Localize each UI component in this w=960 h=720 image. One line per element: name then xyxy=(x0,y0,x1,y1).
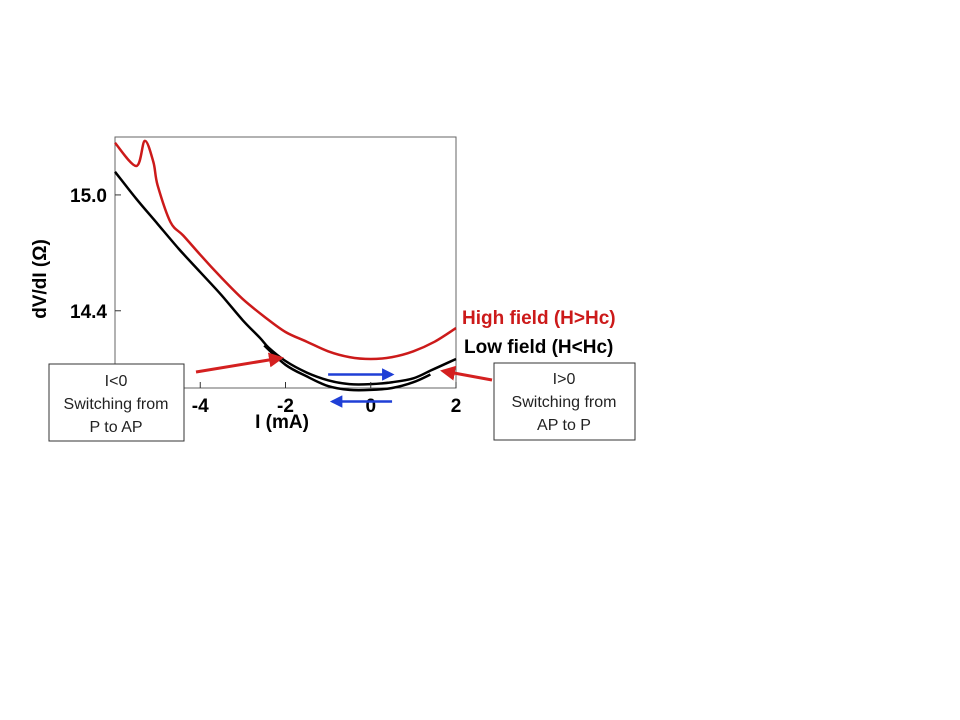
sweep-arrows xyxy=(328,368,395,408)
x-axis-title: I (mA) xyxy=(255,412,309,433)
x-tick-label: -2 xyxy=(277,396,294,417)
left-pointer-arrow xyxy=(195,352,284,374)
y-tick-label: 15.0 xyxy=(70,186,107,207)
right-pointer-arrow xyxy=(440,365,493,382)
right-callout-line-2: Switching from xyxy=(512,394,617,411)
legend: High field (H>Hc) Low field (H<Hc) xyxy=(462,308,616,358)
series-line-low-field-return xyxy=(263,344,431,392)
left-callout: I<0 Switching from P to AP xyxy=(48,363,185,442)
left-callout-line-3: P to AP xyxy=(89,419,142,436)
series-line-low-field xyxy=(114,171,457,386)
axis-ticks: -4 -2 0 2 14.4 15.0 xyxy=(70,186,461,417)
left-callout-line-2: Switching from xyxy=(64,396,169,413)
right-callout-line-1: I>0 xyxy=(553,371,576,388)
plot-frame xyxy=(114,136,457,389)
plot-area: -4 -2 0 2 14.4 15.0 xyxy=(70,136,461,417)
x-tick-label: -4 xyxy=(192,396,209,417)
legend-entry-high-field: High field (H>Hc) xyxy=(462,308,616,329)
right-callout-box xyxy=(493,362,636,441)
right-callout: I>0 Switching from AP to P xyxy=(493,362,636,441)
legend-entry-low-field: Low field (H<Hc) xyxy=(464,337,613,358)
right-callout-line-3: AP to P xyxy=(537,417,591,434)
callout-pointers xyxy=(195,352,493,382)
y-tick-label: 14.4 xyxy=(70,302,107,323)
x-tick-label: 2 xyxy=(451,396,462,417)
x-tick-label: 0 xyxy=(365,396,376,417)
curves xyxy=(114,139,457,392)
left-callout-line-1: I<0 xyxy=(105,373,128,390)
series-line-high-field xyxy=(114,139,457,361)
left-callout-box xyxy=(48,363,185,442)
y-axis-title: dV/dI (Ω) xyxy=(30,239,51,319)
